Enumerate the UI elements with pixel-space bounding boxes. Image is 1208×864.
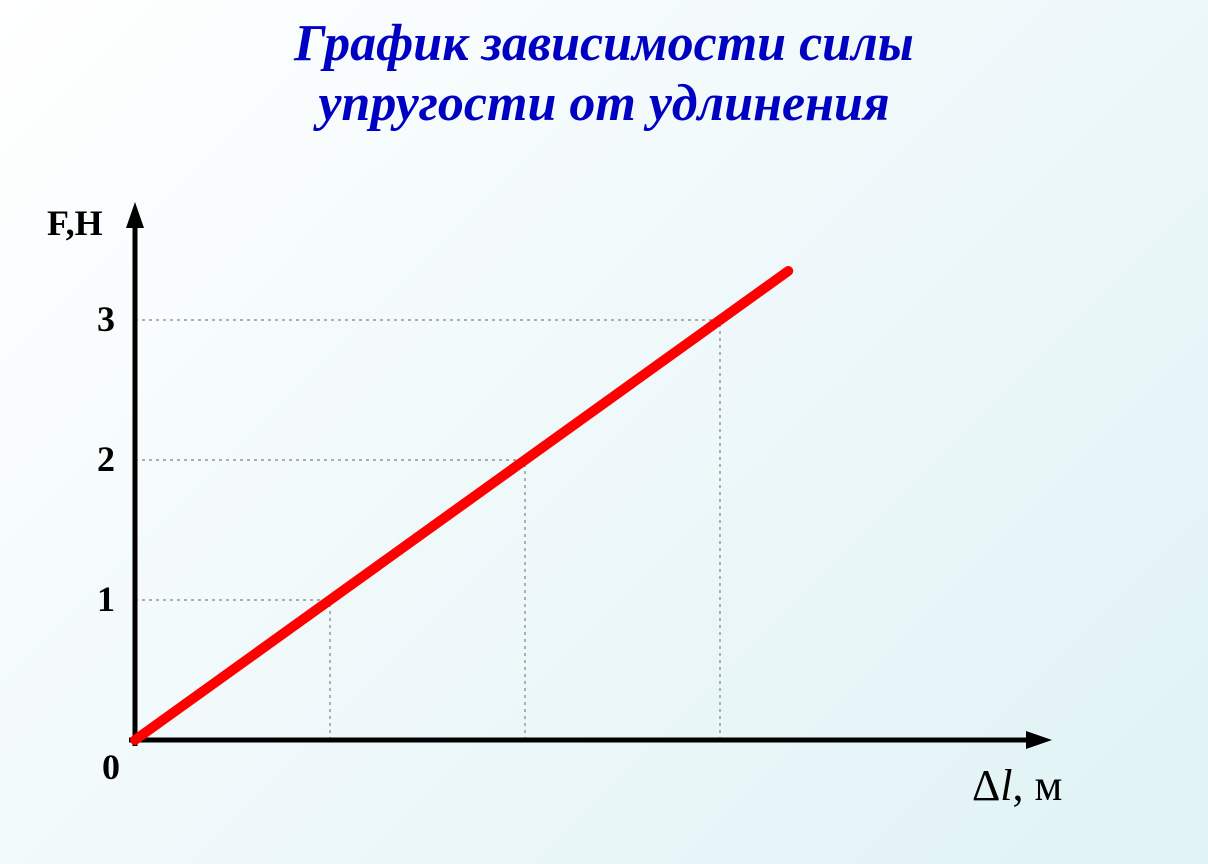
slide: График зависимости силы упругости от удл… bbox=[0, 0, 1208, 864]
ytick-label: 2 bbox=[75, 438, 115, 480]
ytick-label: 3 bbox=[75, 298, 115, 340]
x-axis-delta: Δ bbox=[972, 761, 1000, 810]
x-axis-label: Δl, м bbox=[972, 760, 1062, 811]
x-axis-var: l bbox=[1000, 761, 1012, 810]
ytick-label: 1 bbox=[75, 578, 115, 620]
y-axis-label: F,Н bbox=[47, 202, 103, 244]
origin-label: 0 bbox=[80, 746, 120, 788]
chart-svg bbox=[0, 0, 1208, 864]
x-axis-unit: , м bbox=[1013, 761, 1063, 810]
